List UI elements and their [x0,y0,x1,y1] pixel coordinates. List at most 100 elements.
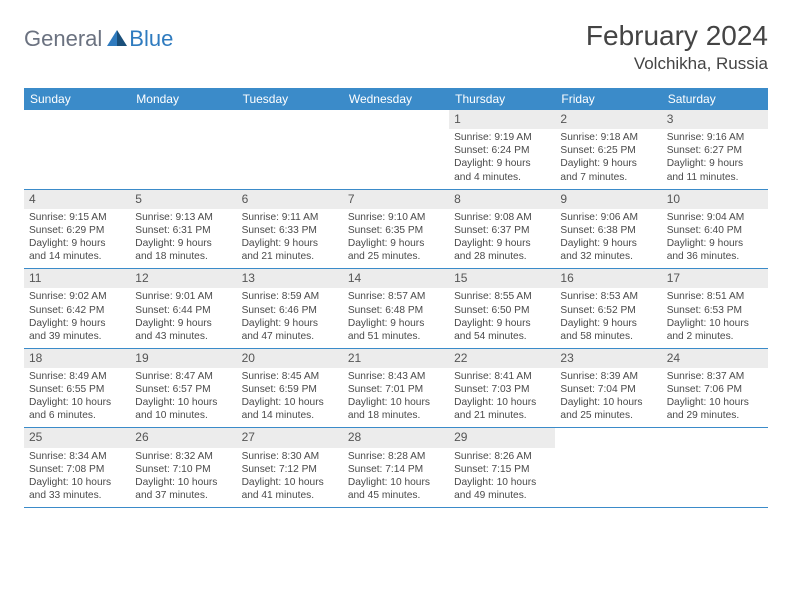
day-detail-line: Sunset: 7:15 PM [454,463,550,476]
day-detail-line: Sunrise: 8:32 AM [135,450,231,463]
day-detail-line: Sunset: 6:52 PM [560,304,656,317]
day-detail-line: Daylight: 10 hours [348,396,444,409]
day-detail-line: Daylight: 9 hours [29,237,125,250]
calendar-day [130,110,236,189]
day-number: 1 [449,110,555,129]
calendar-day: 29Sunrise: 8:26 AMSunset: 7:15 PMDayligh… [449,428,555,507]
day-detail-line: Daylight: 9 hours [454,237,550,250]
day-detail-line: Sunrise: 8:28 AM [348,450,444,463]
day-detail-line: Sunset: 7:14 PM [348,463,444,476]
day-detail-line: Daylight: 9 hours [560,237,656,250]
day-detail-line: and 29 minutes. [667,409,763,422]
day-detail-line: Sunset: 6:29 PM [29,224,125,237]
day-detail-line: Sunrise: 8:49 AM [29,370,125,383]
calendar-day [237,110,343,189]
day-detail-line: Sunrise: 8:39 AM [560,370,656,383]
day-detail-line: Sunset: 6:25 PM [560,144,656,157]
day-detail-line: and 54 minutes. [454,330,550,343]
calendar-day: 23 Sunrise: 8:39 AMSunset: 7:04 PMDayligh… [555,349,661,428]
calendar-day: 3Sunrise: 9:16 AMSunset: 6:27 PMDaylight… [662,110,768,189]
day-number: 23 [555,349,661,368]
day-detail-line: Daylight: 10 hours [348,476,444,489]
day-number: 4 [24,190,130,209]
day-detail-line: Sunrise: 8:37 AM [667,370,763,383]
day-detail-line: Sunset: 7:08 PM [29,463,125,476]
day-detail-line: Sunrise: 9:18 AM [560,131,656,144]
day-number [130,110,236,129]
logo: General Blue [24,26,173,52]
day-detail-line: Sunrise: 8:43 AM [348,370,444,383]
day-detail-line: Daylight: 10 hours [29,396,125,409]
day-detail-line: Sunset: 7:04 PM [560,383,656,396]
day-detail-line: Daylight: 10 hours [560,396,656,409]
day-detail-line: Sunset: 7:01 PM [348,383,444,396]
day-number: 9 [555,190,661,209]
day-detail-line: Daylight: 9 hours [454,317,550,330]
day-number: 20 [237,349,343,368]
day-detail-line: Sunset: 7:10 PM [135,463,231,476]
day-number: 18 [24,349,130,368]
day-detail-line: and 47 minutes. [242,330,338,343]
day-detail-line: Sunset: 6:38 PM [560,224,656,237]
day-number: 15 [449,269,555,288]
day-detail-line: Daylight: 10 hours [135,396,231,409]
calendar-day: 15Sunrise: 8:55 AMSunset: 6:50 PMDayligh… [449,269,555,348]
day-detail-line: and 51 minutes. [348,330,444,343]
day-number: 17 [662,269,768,288]
day-detail-line: Daylight: 10 hours [667,396,763,409]
calendar-day: 11Sunrise: 9:02 AMSunset: 6:42 PMDayligh… [24,269,130,348]
day-detail-line: Sunset: 6:37 PM [454,224,550,237]
day-number: 5 [130,190,236,209]
calendar-week: 18Sunrise: 8:49 AMSunset: 6:55 PMDayligh… [24,349,768,429]
calendar-day: 5Sunrise: 9:13 AMSunset: 6:31 PMDaylight… [130,190,236,269]
day-detail-line: Sunset: 7:06 PM [667,383,763,396]
calendar-day: 9Sunrise: 9:06 AMSunset: 6:38 PMDaylight… [555,190,661,269]
day-detail-line: and 7 minutes. [560,171,656,184]
calendar-week: 11Sunrise: 9:02 AMSunset: 6:42 PMDayligh… [24,269,768,349]
day-detail-line: Daylight: 9 hours [667,157,763,170]
day-detail-line: Sunset: 6:31 PM [135,224,231,237]
calendar-day: 1Sunrise: 9:19 AMSunset: 6:24 PMDaylight… [449,110,555,189]
calendar-day: 2Sunrise: 9:18 AMSunset: 6:25 PMDaylight… [555,110,661,189]
day-detail-line: Sunrise: 8:59 AM [242,290,338,303]
day-detail-line: and 36 minutes. [667,250,763,263]
calendar-day: 28Sunrise: 8:28 AMSunset: 7:14 PMDayligh… [343,428,449,507]
day-detail-line: Daylight: 10 hours [667,317,763,330]
calendar-day: 22Sunrise: 8:41 AMSunset: 7:03 PMDayligh… [449,349,555,428]
day-detail-line: Daylight: 10 hours [454,396,550,409]
day-detail-line: and 21 minutes. [242,250,338,263]
day-detail-line: Sunrise: 9:13 AM [135,211,231,224]
day-number: 22 [449,349,555,368]
day-detail-line: and 14 minutes. [29,250,125,263]
day-detail-line: and 49 minutes. [454,489,550,502]
day-detail-line: Daylight: 10 hours [135,476,231,489]
day-number: 3 [662,110,768,129]
day-number: 27 [237,428,343,447]
calendar-day [24,110,130,189]
calendar-day [662,428,768,507]
day-number: 29 [449,428,555,447]
day-detail-line: and 14 minutes. [242,409,338,422]
weekday-label: Thursday [449,88,555,110]
calendar-day: 10Sunrise: 9:04 AMSunset: 6:40 PMDayligh… [662,190,768,269]
calendar-day: 17Sunrise: 8:51 AMSunset: 6:53 PMDayligh… [662,269,768,348]
weekday-label: Tuesday [237,88,343,110]
day-detail-line: Sunrise: 8:53 AM [560,290,656,303]
calendar-day [555,428,661,507]
day-number [24,110,130,129]
day-detail-line: Sunrise: 8:45 AM [242,370,338,383]
day-detail-line: and 39 minutes. [29,330,125,343]
weekday-header: SundayMondayTuesdayWednesdayThursdayFrid… [24,88,768,110]
day-detail-line: Sunset: 6:24 PM [454,144,550,157]
day-detail-line: Sunrise: 8:41 AM [454,370,550,383]
calendar-day [343,110,449,189]
day-detail-line: and 25 minutes. [560,409,656,422]
day-number: 7 [343,190,449,209]
calendar-day: 19Sunrise: 8:47 AMSunset: 6:57 PMDayligh… [130,349,236,428]
day-detail-line: Sunrise: 8:47 AM [135,370,231,383]
day-detail-line: Sunset: 6:50 PM [454,304,550,317]
day-detail-line: Sunset: 6:44 PM [135,304,231,317]
day-detail-line: and 21 minutes. [454,409,550,422]
day-detail-line: Sunrise: 9:10 AM [348,211,444,224]
weekday-label: Saturday [662,88,768,110]
